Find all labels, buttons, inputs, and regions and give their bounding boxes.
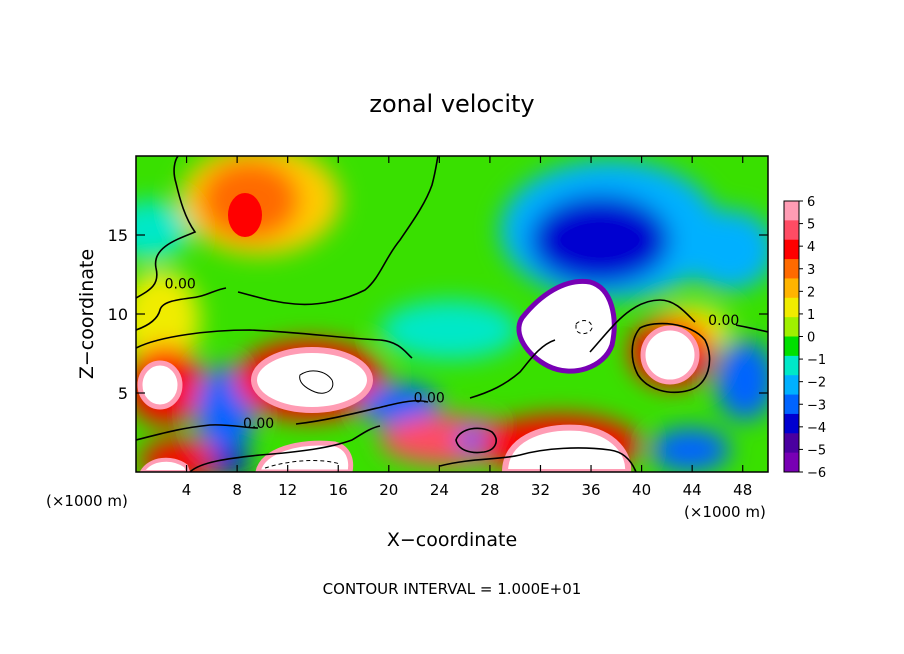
y-tick-label: 5 [118, 384, 128, 403]
contour-interval-note: CONTOUR INTERVAL = 1.000E+01 [323, 580, 582, 598]
field-cyan-mid [380, 300, 520, 360]
x-tick-label: 28 [480, 481, 499, 499]
colorbar-label: 0 [807, 331, 815, 346]
contour-inner-core [299, 370, 334, 394]
field-red-bottom-left [140, 440, 220, 472]
contour-right-upper [589, 299, 696, 353]
contour-dashed-bottom [264, 460, 341, 469]
saturated-cores [137, 193, 700, 472]
field-cyan-right [685, 210, 768, 290]
contour-upper [136, 156, 197, 299]
colorbar-swatch [784, 413, 799, 434]
colorbar-swatch [784, 220, 799, 241]
x-axis-label: X−coordinate [387, 529, 517, 551]
contour-center-lower [295, 399, 429, 425]
contour-dashed-negative [575, 320, 593, 335]
contour-label: 0.00 [165, 277, 196, 293]
colorbar-swatch [784, 355, 799, 376]
contour-right-mid [735, 324, 768, 333]
contour-lower-left [136, 424, 259, 441]
x-tick-label: 48 [733, 481, 752, 499]
core-white-center-left [251, 347, 373, 413]
contour-right-loop [631, 322, 711, 394]
colorbar-swatch [784, 278, 799, 299]
x-unit-left: (×1000 m) [46, 492, 128, 510]
field-cyan-topleft [136, 200, 190, 260]
colorbar-swatch [784, 394, 799, 415]
colorbar-label: 2 [807, 285, 815, 300]
core-red-top [228, 193, 262, 237]
x-tick-label: 40 [632, 481, 651, 499]
colorbar-label: 1 [807, 308, 815, 323]
x-axis-ticks: 4 8 12 16 20 24 28 32 36 40 44 48 [182, 156, 752, 499]
contour-bottom-right [439, 447, 637, 472]
core-white-negative [516, 278, 617, 374]
contour-mid-band [136, 329, 413, 359]
colorbar-swatch [784, 433, 799, 454]
colorbar-swatch [784, 317, 799, 337]
contour-label: 0.00 [414, 390, 445, 406]
colorbar-swatch [784, 259, 799, 279]
colorbar-label: −6 [807, 466, 826, 481]
colorbar-label: 4 [807, 240, 815, 255]
contour-bottom-long [189, 425, 381, 472]
y-tick-label: 15 [108, 226, 128, 245]
x-tick-label: 24 [430, 481, 449, 499]
x-tick-label: 36 [581, 481, 600, 499]
y-axis-label: Z−coordinate [76, 249, 98, 379]
x-tick-label: 12 [278, 481, 297, 499]
x-tick-label: 4 [182, 481, 192, 499]
x-tick-label: 16 [329, 481, 348, 499]
core-white-bottom-center [255, 440, 354, 472]
contour-center-right [469, 339, 556, 399]
x-tick-label: 20 [379, 481, 398, 499]
core-white-left [137, 360, 183, 410]
colorbar-label: 5 [807, 218, 815, 233]
zero-contours [136, 156, 768, 472]
field-blue-bottom-left [210, 448, 250, 472]
colorbar-label: −2 [807, 376, 826, 391]
core-white-right [640, 325, 700, 385]
colorbar-label: −5 [807, 443, 826, 458]
colorbar-label: 3 [807, 263, 815, 278]
colorbar: 6 5 4 3 2 1 0 −1 −2 −3 −4 −5 −6 [783, 195, 826, 481]
field-deepblue-upper-right [530, 195, 670, 285]
contour-bottom-blob [455, 427, 497, 454]
y-axis-ticks: 5 10 15 [108, 226, 768, 403]
colorbar-swatch [784, 452, 799, 473]
plot-area: 0.00 0.00 0.00 0.00 [136, 156, 768, 472]
field-blue-center [360, 383, 440, 427]
contour-upper-mid-lower [136, 287, 227, 331]
chart-title: zonal velocity [369, 90, 534, 118]
colorbar-swatch [784, 239, 799, 260]
x-unit-right: (×1000 m) [684, 503, 766, 521]
contour-label: 0.00 [708, 313, 739, 329]
colorbar-label: −4 [807, 421, 826, 436]
field-yellow-left [136, 270, 200, 370]
core-white-bottom-right [501, 424, 632, 472]
field-blue-bottom-right [650, 428, 730, 472]
x-tick-label: 8 [232, 481, 242, 499]
colorbar-swatch [784, 297, 799, 318]
contour-labels: 0.00 0.00 0.00 0.00 [165, 277, 740, 432]
colorbar-swatch [784, 336, 799, 357]
field-blue-far-right [715, 340, 768, 420]
colorbar-label: 6 [807, 195, 815, 210]
x-tick-label: 44 [683, 481, 702, 499]
contour-upper-mid [237, 156, 439, 306]
x-tick-label: 32 [531, 481, 550, 499]
colorbar-swatch [784, 375, 799, 396]
colorbar-label: −3 [807, 398, 826, 413]
y-tick-label: 10 [108, 305, 128, 324]
contour-label: 0.00 [243, 416, 274, 432]
colorbar-label: −1 [807, 353, 826, 368]
colorbar-swatch [784, 201, 799, 221]
